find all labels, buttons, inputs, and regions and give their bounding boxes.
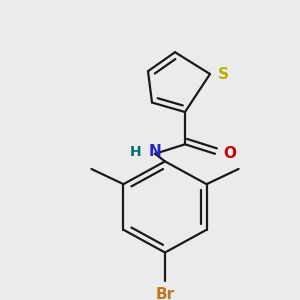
Text: Br: Br [155,287,175,300]
Text: S: S [218,67,229,82]
Text: N: N [148,144,161,159]
Text: H: H [129,145,141,159]
Text: O: O [223,146,236,161]
